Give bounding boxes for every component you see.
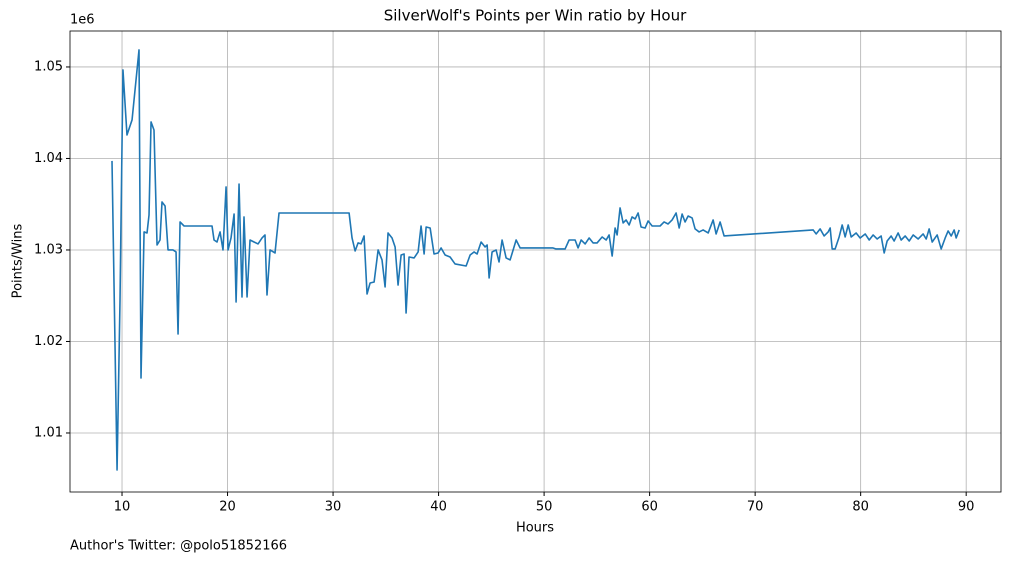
y-tick-label: 1.01 — [34, 425, 63, 440]
x-tick-label: 60 — [641, 500, 658, 515]
y-axis-label: Points/Wins — [11, 223, 26, 298]
plot-frame — [69, 30, 1002, 493]
x-tick-label: 30 — [325, 500, 342, 515]
x-tick-label: 50 — [536, 500, 553, 515]
chart-title: SilverWolf's Points per Win ratio by Hou… — [384, 7, 687, 25]
y-tick-label: 1.04 — [34, 151, 63, 166]
x-axis-label: Hours — [516, 521, 554, 536]
footnote: Author's Twitter: @polo51852166 — [70, 539, 287, 554]
x-tick-label: 90 — [958, 500, 975, 515]
x-tick-label: 80 — [852, 500, 869, 515]
y-tick-label: 1.02 — [34, 334, 63, 349]
x-tick-label: 40 — [430, 500, 447, 515]
x-tick-label: 70 — [747, 500, 764, 515]
x-tick-label: 20 — [219, 500, 236, 515]
y-tick-label: 1.05 — [34, 59, 63, 74]
x-tick-label: 10 — [114, 500, 131, 515]
y-offset-label: 1e6 — [70, 13, 95, 28]
y-tick-label: 1.03 — [34, 242, 63, 257]
data-line — [111, 49, 960, 471]
